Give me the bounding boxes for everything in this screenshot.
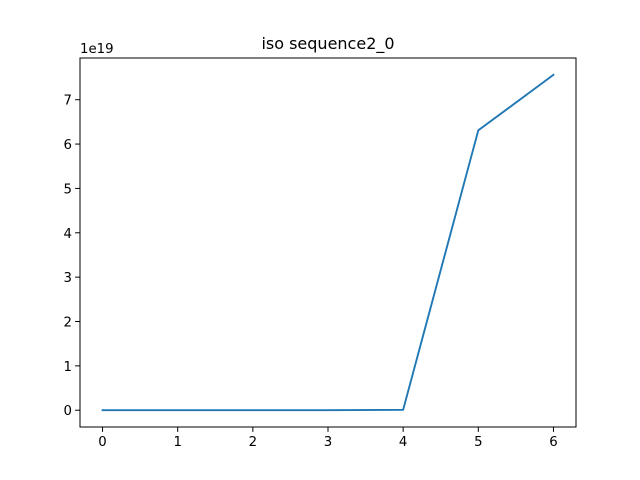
y-tick-label: 1 [64,360,72,375]
plot-area: 0 1 2 3 4 5 6 0 1 2 3 4 5 6 7 [64,57,577,450]
y-tick-label: 5 [64,182,72,197]
y-tick-label: 0 [64,404,72,419]
y-tick-label: 4 [64,227,72,242]
y-tick-label: 3 [64,271,72,286]
x-tick-label: 1 [173,435,181,450]
y-tick-label: 7 [64,94,72,109]
y-axis-offset-label: 1e19 [80,42,114,57]
x-tick-label: 5 [474,435,482,450]
series-line-0 [101,73,555,412]
x-tick-label: 6 [549,435,557,450]
axes-frame [79,57,577,428]
x-tick-label: 0 [98,435,106,450]
y-tick-label: 2 [64,316,72,331]
chart-title: iso sequence2_0 [261,34,394,54]
x-tick-label: 4 [399,435,407,450]
x-tick-label: 2 [249,435,257,450]
x-tick-label: 3 [324,435,332,450]
y-tick-label: 6 [64,138,72,153]
